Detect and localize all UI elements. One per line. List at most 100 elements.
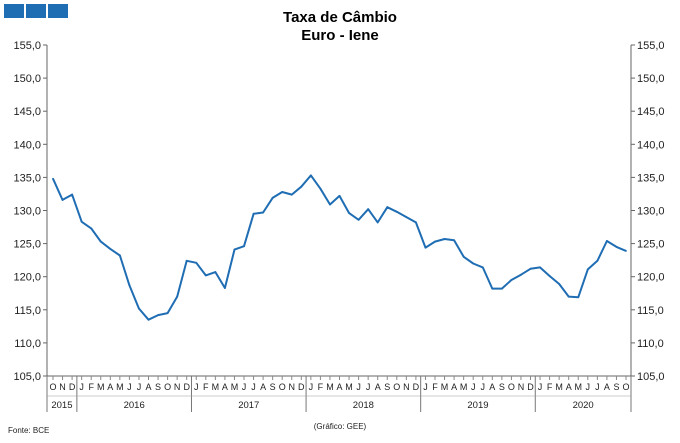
y-tick-label: 140,0 [13,139,41,151]
month-label: D [413,382,420,392]
y-tick-label: 155,0 [13,40,41,52]
logo [4,4,68,18]
data-point [128,284,131,287]
data-point [548,275,551,277]
month-label: J [423,382,428,392]
month-label: F [547,382,553,392]
month-label: O [164,382,171,392]
data-point [204,274,207,277]
month-label: A [489,382,495,392]
data-point [52,177,54,180]
month-label: J [481,382,486,392]
data-point [214,271,217,273]
month-label: M [231,382,239,392]
month-label: J [127,382,132,392]
month-label: J [586,382,591,392]
y-tick-label: 135,0 [13,172,41,184]
month-label: A [604,382,610,392]
data-point [625,249,627,252]
year-label: 2019 [467,400,488,411]
month-label: O [508,382,515,392]
month-label: A [260,382,266,392]
data-point [61,199,64,201]
month-label: J [79,382,84,392]
month-label: S [155,382,161,392]
data-point [472,262,475,265]
month-label: J [137,382,142,392]
series-group [52,174,627,321]
month-label: D [69,382,76,392]
data-point [558,283,561,285]
month-label: A [336,382,342,392]
data-point [462,255,465,258]
month-label: F [318,382,324,392]
month-label: M [116,382,124,392]
month-label: M [97,382,105,392]
y-tick-label-right: 135,0 [637,172,665,184]
data-point [481,266,484,269]
y-tick-label-right: 115,0 [637,305,664,317]
month-label: D [298,382,305,392]
month-label: J [366,382,371,392]
chart-frame [46,45,632,377]
data-point [367,208,370,211]
data-point [109,247,112,250]
data-point [252,212,255,215]
chart-subtitle: Euro - Iene [301,27,379,44]
chart-title: Taxa de Câmbio [283,9,397,26]
data-point [606,240,608,242]
year-label: 2015 [51,400,72,411]
month-label: A [107,382,113,392]
y-tick-label-right: 105,0 [637,371,665,383]
data-point [500,287,503,290]
data-point [262,211,264,214]
month-label: N [403,382,410,392]
data-point [529,267,532,270]
month-label: S [499,382,505,392]
data-point [147,318,150,321]
month-label: F [203,382,209,392]
month-label: J [309,382,314,392]
data-point [434,240,436,243]
y-tick-label: 120,0 [13,272,41,284]
year-label: 2016 [124,400,145,411]
credit-note: (Gráfico: GEE) [314,422,367,431]
data-point [415,221,417,224]
month-label: S [384,382,390,392]
month-label: N [289,382,296,392]
data-point [443,238,446,240]
month-label: J [471,382,476,392]
y-axis-left: 105,0 110,0 115,0 120,0 125,0 130,0 135,0 140,0… [13,40,47,383]
y-tick-label-right: 130,0 [637,206,665,218]
data-point [348,212,350,215]
data-point [271,197,274,199]
data-point [99,240,102,243]
data-point [195,261,198,264]
data-point [357,218,360,221]
y-tick-label: 105,0 [13,371,41,383]
data-point [577,296,580,299]
year-label: 2020 [573,400,594,411]
month-label: M [575,382,583,392]
data-point [176,295,179,298]
month-label: J [251,382,256,392]
month-label: F [88,382,94,392]
data-point [338,195,341,197]
y-tick-label: 150,0 [13,73,41,85]
data-point [510,279,513,281]
month-label: M [212,382,220,392]
data-point [290,193,293,196]
y-tick-label: 110,0 [14,338,41,350]
month-label: D [183,382,190,392]
source-note: Fonte: BCE [8,426,49,435]
month-label: A [145,382,151,392]
month-label: N [59,382,66,392]
month-label: N [174,382,181,392]
month-label: N [518,382,525,392]
data-point [405,216,408,219]
month-label: O [622,382,629,392]
month-label: J [356,382,361,392]
month-label: M [555,382,563,392]
month-label: D [527,382,534,392]
